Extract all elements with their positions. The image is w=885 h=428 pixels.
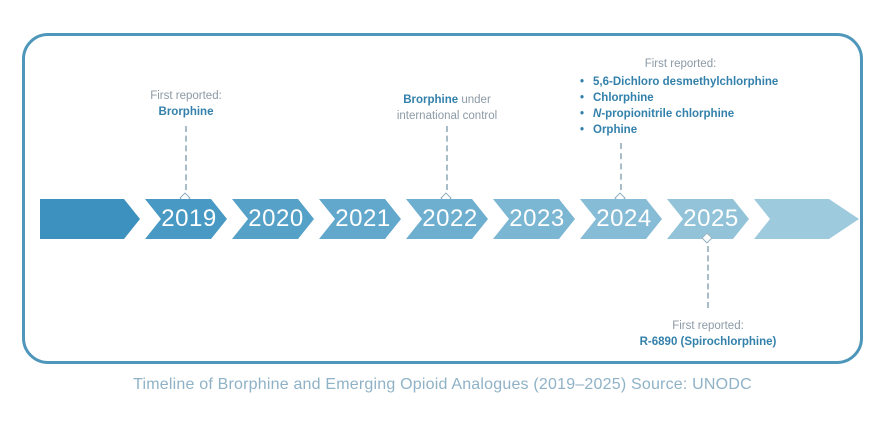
annotation-2025-heading: First reported: [672, 320, 744, 332]
annotation-2022-line1: Brorphine under [357, 92, 537, 108]
annotation-2025-substance: R-6890 (Spirochlorphine) [639, 336, 777, 348]
list-item-text: Orphine [593, 124, 638, 136]
list-item: • N-propionitrile chlorphine [578, 106, 783, 122]
bullet-icon: • [580, 124, 585, 136]
timeline-segment-lead [40, 199, 140, 239]
annotation-2024-substance-list: • 5,6-Dichloro desmethylchlorphine • Chlor… [578, 74, 783, 138]
list-item: • 5,6-Dichloro desmethylchlorphine [578, 74, 783, 90]
list-item: • Chlorphine [578, 90, 783, 106]
connector-2022-dashed-line [446, 126, 448, 190]
annotation-2019: First reported: Brorphine [106, 88, 266, 120]
timeline-segment-2023: 2023 [493, 199, 575, 239]
figure-caption: Timeline of Brorphine and Emerging Opioi… [133, 376, 752, 393]
annotation-2022: Brorphine under international control [357, 92, 537, 124]
annotation-2019-substance: Brorphine [158, 106, 214, 118]
timeline-segment-2022: 2022 [406, 199, 488, 239]
connector-2024-dashed-line [620, 143, 622, 190]
bullet-icon: • [580, 92, 585, 104]
list-item: • Orphine [578, 122, 783, 138]
list-item-italic-prefix: N [593, 108, 602, 120]
annotation-2022-line2: international control [396, 110, 498, 122]
bullet-icon: • [580, 76, 585, 88]
annotation-2024: First reported: • 5,6-Dichloro desmethylc… [578, 56, 783, 138]
list-item-text: 5,6-Dichloro desmethylchlorphine [593, 76, 779, 88]
list-item-text: Chlorphine [593, 92, 654, 104]
annotation-2019-heading: First reported: [150, 90, 222, 102]
timeline-segment-2019: 2019 [145, 199, 227, 239]
timeline-bar: 2019 2020 2021 2022 2023 2024 2025 [40, 199, 859, 239]
connector-2025-dashed-line [707, 246, 709, 308]
annotation-2022-substance: Brorphine [403, 94, 459, 106]
annotation-2024-heading: First reported: [644, 58, 717, 70]
annotation-2022-rest: under [461, 94, 491, 106]
bullet-icon: • [580, 108, 585, 120]
timeline-segment-2020: 2020 [232, 199, 314, 239]
annotation-2025: First reported: R-6890 (Spirochlorphine) [608, 318, 808, 350]
connector-2019-dashed-line [185, 126, 187, 190]
list-item-text: -propionitrile chlorphine [601, 108, 735, 120]
timeline-segment-2024: 2024 [580, 199, 662, 239]
timeline-segment-arrowhead [754, 199, 859, 239]
timeline-segment-2021: 2021 [319, 199, 401, 239]
